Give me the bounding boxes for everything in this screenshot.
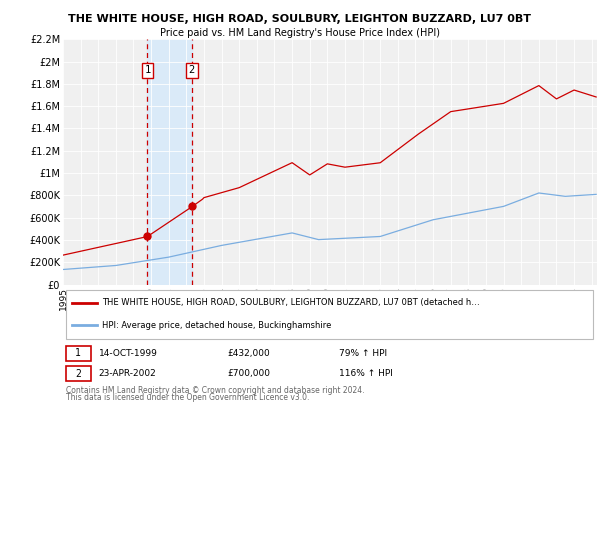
- Text: £700,000: £700,000: [227, 370, 271, 379]
- Text: 23-APR-2002: 23-APR-2002: [98, 370, 157, 379]
- Text: This data is licensed under the Open Government Licence v3.0.: This data is licensed under the Open Gov…: [65, 393, 309, 402]
- FancyBboxPatch shape: [65, 366, 91, 381]
- Text: 116% ↑ HPI: 116% ↑ HPI: [339, 370, 393, 379]
- Text: HPI: Average price, detached house, Buckinghamshire: HPI: Average price, detached house, Buck…: [102, 321, 332, 330]
- Bar: [148, 39, 192, 284]
- Text: £432,000: £432,000: [227, 349, 271, 358]
- FancyBboxPatch shape: [65, 346, 91, 361]
- FancyBboxPatch shape: [65, 290, 593, 339]
- Text: THE WHITE HOUSE, HIGH ROAD, SOULBURY, LEIGHTON BUZZARD, LU7 0BT (detached h…: THE WHITE HOUSE, HIGH ROAD, SOULBURY, LE…: [102, 298, 480, 307]
- Text: 2: 2: [75, 369, 81, 379]
- Text: 79% ↑ HPI: 79% ↑ HPI: [339, 349, 387, 358]
- Text: 1: 1: [144, 66, 151, 76]
- Text: THE WHITE HOUSE, HIGH ROAD, SOULBURY, LEIGHTON BUZZARD, LU7 0BT: THE WHITE HOUSE, HIGH ROAD, SOULBURY, LE…: [68, 14, 532, 24]
- Text: 2: 2: [189, 66, 195, 76]
- Text: Price paid vs. HM Land Registry's House Price Index (HPI): Price paid vs. HM Land Registry's House …: [160, 28, 440, 38]
- Text: Contains HM Land Registry data © Crown copyright and database right 2024.: Contains HM Land Registry data © Crown c…: [65, 386, 364, 395]
- Text: 1: 1: [75, 348, 81, 358]
- Text: 14-OCT-1999: 14-OCT-1999: [98, 349, 157, 358]
